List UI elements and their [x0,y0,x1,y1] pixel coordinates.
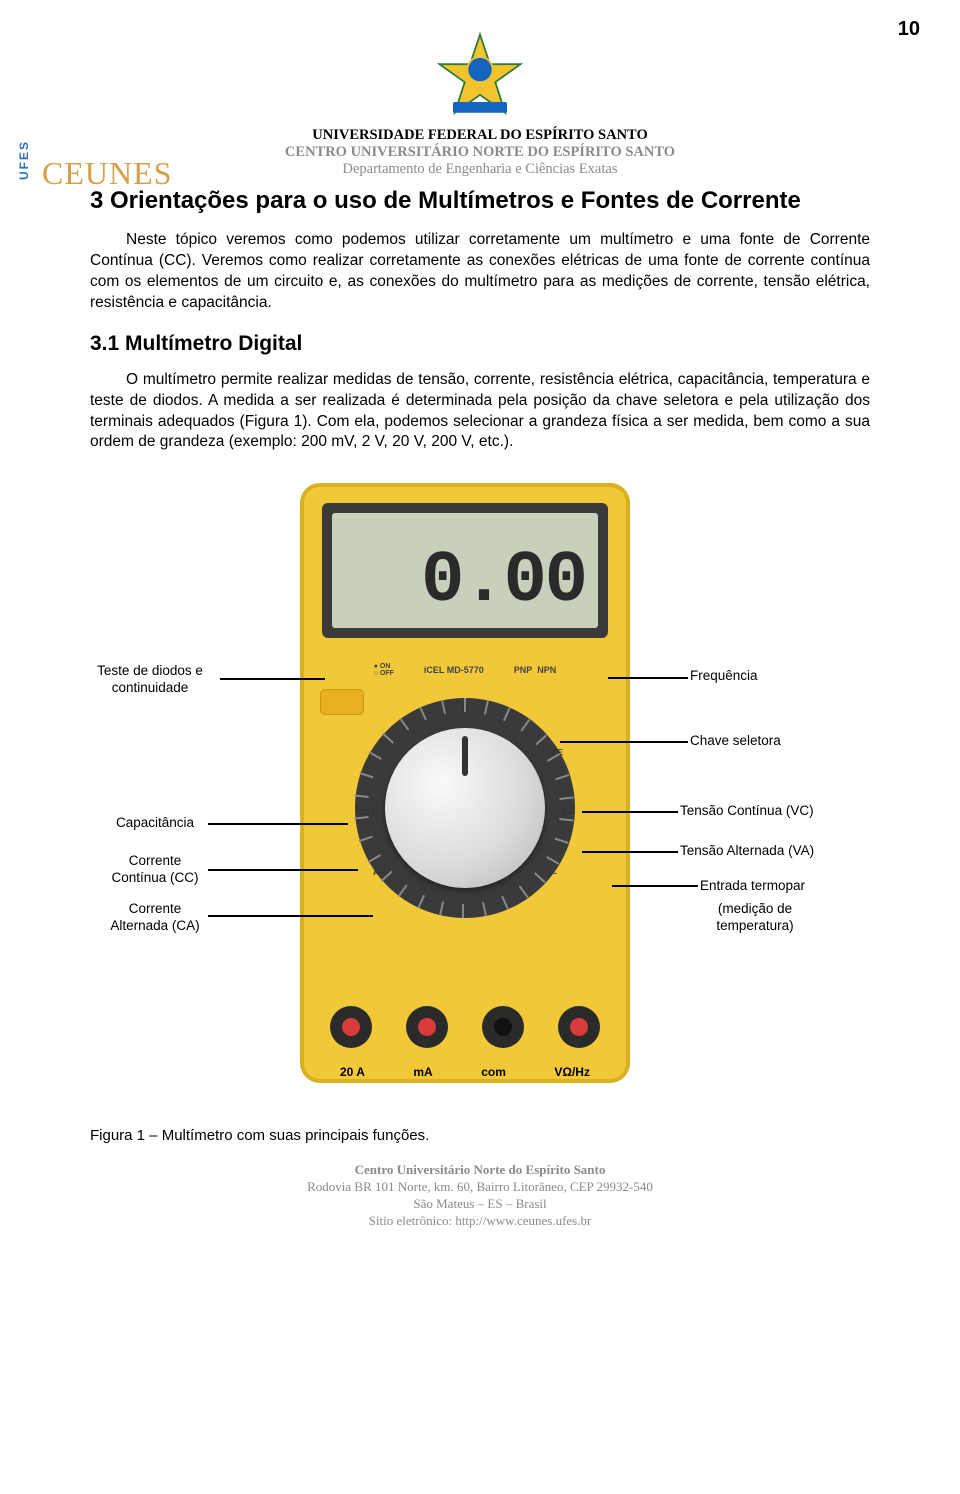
dial-tick [501,896,509,910]
footer-line-1: Centro Universitário Norte do Espírito S… [0,1162,960,1179]
page-number: 10 [898,18,920,41]
multimeter-body: 0.00 ● ON○ OFF iCEL MD-5770 PNP NPN Ω hF… [300,483,630,1083]
jack-vohm [558,1006,600,1048]
dial-tick [555,838,569,844]
lead-line [208,869,358,870]
dial-tick [354,816,368,819]
dial-tick [559,797,573,800]
ufes-text: UFES [17,140,31,180]
jack-row [330,1001,600,1053]
ufes-side-logo: UFES [8,140,40,186]
annot-cap: Capacitância [100,815,210,831]
annot-diode: Teste de diodos e continuidade [80,663,220,695]
lead-line [208,823,348,824]
document-header: UNIVERSIDADE FEDERAL DO ESPÍRITO SANTO C… [0,0,960,178]
dial-tick [503,708,511,722]
dial-tick [535,735,547,746]
dial-tick [482,902,487,916]
jack-20a [330,1006,372,1048]
dial-pointer-icon [462,736,468,776]
multimeter-model-bar: ● ON○ OFF iCEL MD-5770 PNP NPN [300,653,630,687]
dial-tick [369,752,382,761]
subsection-title: 3.1 Multímetro Digital [90,332,870,356]
footer-line-2: Rodovia BR 101 Norte, km. 60, Bairro Lit… [0,1179,960,1196]
lead-line [560,741,688,742]
annot-temp: (medição de temperatura) [700,901,810,933]
selector-dial [385,728,545,888]
main-content: 3 Orientações para o uso de Multímetros … [0,186,960,453]
annot-va: Tensão Alternada (VA) [680,843,814,859]
multimeter-display: 0.00 [332,513,598,628]
paragraph-2: O multímetro permite realizar medidas de… [90,370,870,454]
dial-tick [555,774,569,780]
power-button [320,689,364,715]
lead-line [612,885,698,886]
annot-cc: Corrente Contínua (CC) [100,853,210,885]
annot-selector: Chave seletora [690,733,781,749]
dial-tick [520,719,530,732]
dial-tick [559,818,573,821]
jack-label-vohm: VΩ/Hz [554,1065,590,1079]
header-line-1: UNIVERSIDADE FEDERAL DO ESPÍRITO SANTO [0,127,960,144]
annot-freq: Frequência [690,668,758,684]
dial-tick [417,895,425,909]
dial-tick [399,718,409,731]
footer-line-3: São Mateus – ES – Brasil [0,1196,960,1213]
figure-caption: Figura 1 – Multímetro com suas principai… [90,1127,960,1144]
paragraph-1: Neste tópico veremos como podemos utiliz… [90,230,870,314]
figure-1: 0.00 ● ON○ OFF iCEL MD-5770 PNP NPN Ω hF… [0,483,960,1123]
dial-tick [382,733,394,744]
brazil-coat-of-arms-icon [435,30,525,120]
pnp-label: PNP [514,665,533,675]
dial-tick [355,795,369,798]
dial-tick [368,855,381,864]
dial-tick [359,772,373,778]
jack-label-20a: 20 A [340,1065,365,1079]
jack-com [482,1006,524,1048]
lead-line [220,678,325,679]
jack-label-com: com [481,1065,506,1079]
lead-line [208,915,373,916]
ceunes-logo-text: CEUNES [42,155,172,192]
jack-ma [406,1006,448,1048]
section-title: 3 Orientações para o uso de Multímetros … [90,186,870,216]
dial-tick [398,885,408,898]
dial-tick [439,902,444,916]
dial-tick [546,856,559,865]
dial-tick [519,886,529,899]
jack-label-ma: mA [413,1065,432,1079]
dial-tick [484,701,489,715]
lead-line [582,851,678,852]
npn-label: NPN [537,665,556,675]
annot-thermo: Entrada termopar [700,878,805,894]
lead-line [608,677,688,678]
multimeter-display-frame: 0.00 [322,503,608,638]
dial-tick [419,707,427,721]
dial-tick [462,904,464,918]
multimeter-model: iCEL MD-5770 [424,665,484,675]
jack-labels: 20 A mA com VΩ/Hz [340,1065,590,1079]
annot-ca: Corrente Alternada (CA) [100,901,210,933]
dial-tick [534,873,546,884]
footer-line-4: Sítio eletrônico: http://www.ceunes.ufes… [0,1213,960,1230]
page-footer: Centro Universitário Norte do Espírito S… [0,1162,960,1240]
dial-tick [464,698,466,712]
lead-line [582,811,678,812]
annot-vc: Tensão Contínua (VC) [680,803,814,819]
dial-tick [359,836,373,842]
dial-tick [441,700,446,714]
